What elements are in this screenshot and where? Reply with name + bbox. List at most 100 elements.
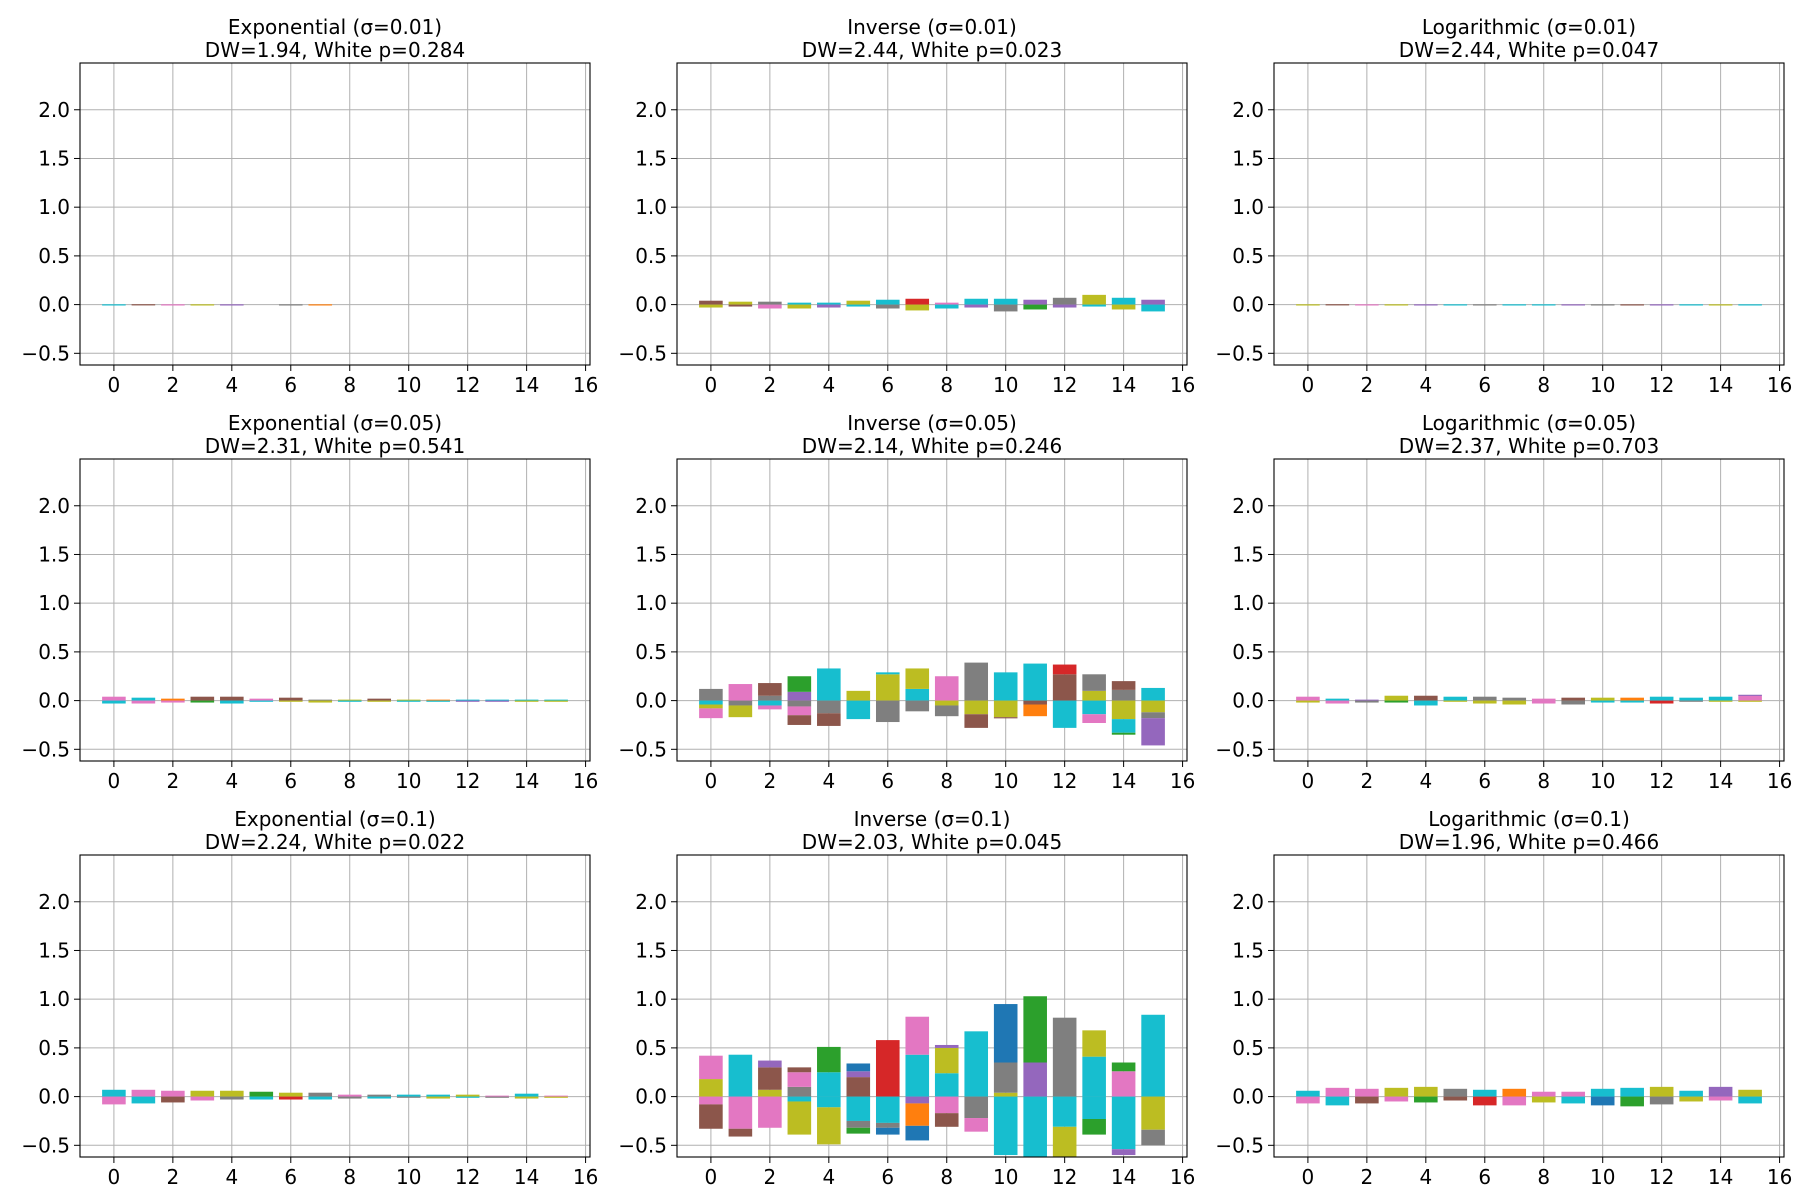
bar-segment [190, 1090, 215, 1097]
y-tick-label: −0.5 [618, 1133, 667, 1157]
bar-segment [1141, 1129, 1165, 1146]
bar-segment [1620, 1096, 1644, 1107]
bar-segment [1738, 1096, 1762, 1104]
subplot-title: Inverse (σ=0.1) [854, 807, 1011, 831]
bar-segment [846, 1063, 871, 1072]
subplot-subtitle: DW=2.37, White p=0.703 [1399, 434, 1659, 458]
subplot-8: 0 2 4 6 8 10 12 14 16 −0.5 0.0 0.5 1.0 1.5 2.0 Logarith… [1215, 807, 1792, 1189]
bar-segment [817, 304, 841, 308]
bar-segment [817, 1096, 841, 1108]
bar-segment [1738, 700, 1762, 702]
bar-segment [426, 699, 450, 701]
bar-segment [455, 1096, 480, 1098]
x-tick-label: 0 [705, 373, 718, 397]
bar-segment [699, 1055, 723, 1080]
x-tick-label: 0 [1302, 373, 1315, 397]
bar-segment [1023, 704, 1047, 717]
bar-segment [278, 304, 303, 306]
bar-segment [102, 696, 126, 701]
bar-segment [249, 698, 274, 701]
y-tick-label: 1.5 [38, 542, 70, 566]
bar-segment [1679, 697, 1703, 701]
bar-segment [1443, 304, 1468, 306]
bar-segment [1111, 1071, 1136, 1097]
bar-segment [1531, 304, 1556, 306]
x-tick-label: 2 [1360, 1165, 1373, 1189]
y-tick-label: 1.5 [635, 542, 667, 566]
bar-segment [846, 1077, 871, 1097]
x-tick-label: 2 [763, 769, 776, 793]
bar-segment [787, 1067, 812, 1073]
bar-segment [1111, 304, 1136, 310]
axes-frame [79, 62, 591, 366]
x-tick-label: 8 [940, 1165, 953, 1189]
x-tick-label: 16 [573, 373, 598, 397]
bar-segment [699, 300, 723, 305]
bar-segment [758, 1096, 782, 1128]
x-tick-label: 14 [1708, 769, 1733, 793]
x-tick-label: 12 [1052, 1165, 1077, 1189]
x-tick-label: 14 [514, 769, 539, 793]
bar-segment [728, 700, 753, 706]
bar-segment [131, 1096, 156, 1104]
bar-segment [1738, 304, 1762, 306]
bar-segment [1620, 697, 1644, 701]
bar-segment [1531, 1091, 1556, 1097]
y-tick-label: −0.5 [1215, 1133, 1264, 1157]
bar-segment [308, 1096, 333, 1100]
axes-frame [79, 854, 591, 1158]
x-tick-label: 14 [1111, 373, 1136, 397]
bar-segment [787, 706, 812, 716]
bar-segment [337, 700, 362, 702]
x-tick-label: 10 [993, 1165, 1018, 1189]
y-tick-label: 1.5 [635, 146, 667, 170]
bar-segment [787, 691, 812, 701]
bar-segment [964, 662, 989, 701]
x-tick-label: 4 [822, 769, 835, 793]
bar-segment [964, 304, 989, 308]
y-tick-label: 2.0 [635, 890, 667, 914]
bar-segment [875, 1096, 900, 1123]
subplot-3: 0 2 4 6 8 10 12 14 16 −0.5 0.0 0.5 1.0 1.5 2.0 Exponent… [21, 411, 598, 793]
subplot-title: Logarithmic (σ=0.1) [1428, 807, 1630, 831]
bar-segment [278, 1092, 303, 1097]
bar-segment [1082, 714, 1106, 724]
bar-segment [1502, 697, 1527, 701]
bar-segment [993, 298, 1018, 305]
bar-segment [278, 700, 303, 702]
bar-segment [1708, 696, 1733, 701]
x-tick-label: 0 [1302, 769, 1315, 793]
bar-segment [1141, 1096, 1165, 1130]
bar-segment [1708, 304, 1733, 306]
bar-segment [787, 304, 812, 309]
x-tick-label: 12 [1649, 373, 1674, 397]
bar-segment [220, 304, 244, 306]
x-tick-label: 2 [166, 769, 179, 793]
bar-segment [934, 1047, 959, 1074]
bar-segment [1443, 1096, 1468, 1101]
bar-segment [455, 699, 480, 701]
bar-segment [699, 704, 723, 709]
bar-segment [728, 1054, 753, 1097]
bar-segment [846, 1120, 871, 1128]
bar-segment [964, 700, 989, 715]
bar-segment [1472, 304, 1497, 306]
axes-frame [79, 458, 591, 762]
x-tick-label: 16 [1767, 373, 1792, 397]
bar-segment [1443, 696, 1468, 701]
subplot-1: 0 2 4 6 8 10 12 14 16 −0.5 0.0 0.5 1.0 1.5 2.0 Inverse … [618, 15, 1195, 397]
bar-segment [964, 298, 989, 305]
x-tick-label: 8 [343, 1165, 356, 1189]
bar-segment [1052, 664, 1077, 675]
bar-segment [1325, 304, 1350, 306]
bar-segment [905, 688, 930, 701]
bar-segment [1052, 1126, 1077, 1157]
bar-segment [426, 1094, 450, 1097]
bar-segment [1531, 700, 1556, 704]
bar-segment [1502, 700, 1527, 705]
bar-segment [934, 1113, 959, 1127]
bar-segment [1082, 1030, 1106, 1057]
subplot-title: Inverse (σ=0.05) [847, 411, 1017, 435]
bar-segment [337, 1096, 362, 1099]
bar-segment [699, 708, 723, 719]
